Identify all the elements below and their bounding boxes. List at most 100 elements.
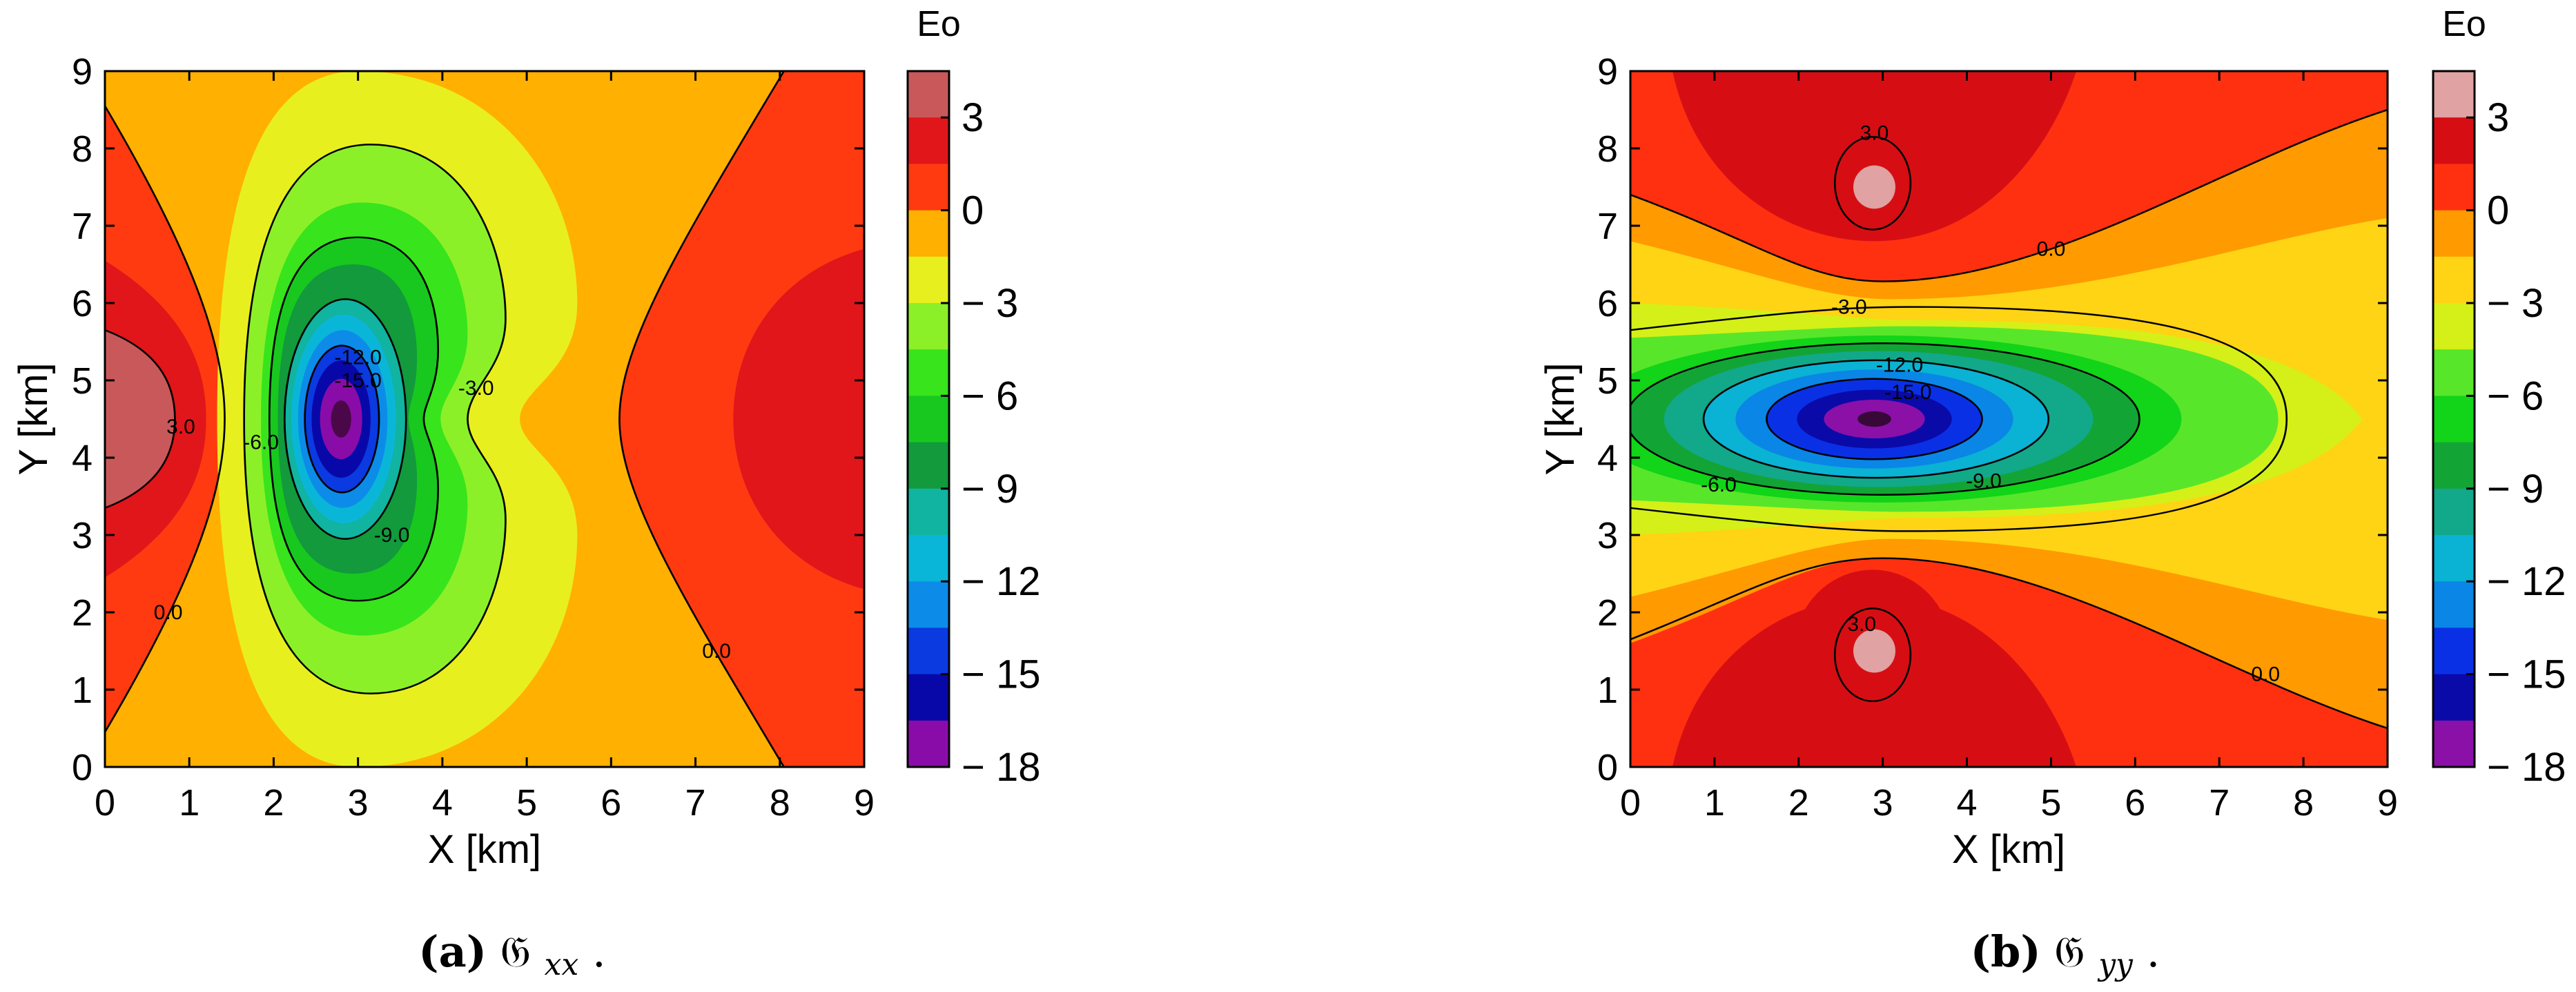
colorbar-swatch: [2433, 256, 2475, 304]
caption-a-tag: (a): [418, 926, 487, 977]
colorbar-tick-label: 3: [2487, 95, 2509, 140]
contour-label: 0.0: [702, 640, 731, 663]
y-tick-label: 5: [1597, 360, 1618, 402]
x-tick-label: 9: [2377, 782, 2398, 824]
contour-label: -6.0: [1701, 474, 1737, 496]
colorbar-frame: [2432, 70, 2476, 768]
x-tick-label: 0: [1620, 782, 1641, 824]
colorbar-tick-label: 0: [2487, 188, 2509, 233]
contour-label: 3.0: [166, 416, 195, 438]
contour-label: -3.0: [458, 377, 494, 400]
y-tick-label: 3: [72, 515, 92, 556]
x-tick-label: 3: [1873, 782, 1893, 824]
colorbar-tick-label: − 3: [962, 281, 1018, 326]
y-tick-label: 4: [1597, 438, 1618, 479]
caption-a-sub: xx: [545, 947, 579, 982]
x-tick-label: 7: [685, 782, 706, 824]
y-tick-label: 5: [72, 360, 92, 402]
contour-label: -15.0: [1884, 381, 1931, 404]
colorbar-tick-label: − 18: [2487, 745, 2566, 790]
colorbar-frame: [906, 70, 950, 768]
x-tick-label: 1: [179, 782, 199, 824]
caption-a-end: .: [592, 926, 606, 977]
colorbar-swatch: [2433, 164, 2475, 211]
colorbar-title-a: Eo: [917, 4, 961, 44]
x-tick-label: 5: [2040, 782, 2061, 824]
caption-b-end: .: [2147, 926, 2160, 977]
y-tick-label: 3: [1597, 515, 1618, 556]
colorbar-tick-label: − 3: [2487, 281, 2544, 326]
x-axis-label-a: X [km]: [428, 827, 541, 872]
x-tick-label: 1: [1704, 782, 1725, 824]
caption-a: (a) 𝔊 xx .: [418, 926, 605, 985]
y-tick-label: 8: [1597, 128, 1618, 170]
colorbar-swatch: [908, 71, 949, 118]
y-tick-label: 1: [72, 670, 92, 711]
colorbar-title-b: Eo: [2442, 4, 2486, 44]
colorbar-swatch: [2433, 581, 2475, 628]
x-tick-label: 6: [2125, 782, 2145, 824]
contour-label: -3.0: [1831, 296, 1867, 319]
y-tick-label: 2: [1597, 592, 1618, 634]
colorbar-swatch: [2433, 210, 2475, 257]
x-tick-label: 4: [1957, 782, 1978, 824]
caption-b: (b) 𝔊 yy .: [1971, 926, 2160, 985]
colorbar-tick-label: 0: [962, 188, 984, 233]
caption-b-tag: (b): [1971, 926, 2041, 977]
x-tick-label: 9: [854, 782, 875, 824]
colorbar-swatch: [2433, 535, 2475, 582]
colorbar-swatch: [908, 303, 949, 350]
colorbar-swatch: [2433, 628, 2475, 675]
colorbar-swatch: [908, 256, 949, 304]
colorbar-tick-label: − 15: [2487, 652, 2566, 697]
colorbar-tick-label: 3: [962, 95, 984, 140]
colorbar-swatch: [908, 117, 949, 164]
colorbar-swatch: [908, 720, 949, 768]
plot-frame-b: [1629, 70, 2389, 768]
contour-field-b: 3.0 3.0 0.0 0.0 -3.0 -6.0 -9.0 -12.0 -15.0: [1630, 71, 2388, 767]
colorbar-tick-label: − 6: [962, 373, 1018, 418]
colorbar-tick-label: − 12: [2487, 559, 2566, 604]
colorbar-swatch: [2433, 117, 2475, 164]
y-tick-label: 6: [1597, 283, 1618, 324]
colorbar-swatch: [908, 164, 949, 211]
colorbar-swatch: [2433, 488, 2475, 536]
colorbar-tick-label: − 6: [2487, 373, 2544, 418]
contour-label: 3.0: [1860, 122, 1889, 145]
y-axis-label-b: Y [km]: [1538, 362, 1583, 475]
contour-label: -12.0: [1876, 354, 1923, 377]
colorbar-tick-label: − 9: [2487, 467, 2544, 512]
contour-label: -9.0: [1966, 470, 2002, 493]
plot-frame-a: [104, 70, 866, 768]
y-tick-label: 1: [1597, 670, 1618, 711]
colorbar-swatch: [2433, 396, 2475, 443]
x-tick-label: 8: [2293, 782, 2314, 824]
colorbar-swatch: [908, 442, 949, 489]
contour-label: 0.0: [2037, 238, 2066, 261]
y-tick-label: 7: [1597, 206, 1618, 247]
x-tick-label: 2: [1788, 782, 1809, 824]
colorbar-tick-label: − 15: [962, 652, 1041, 697]
y-tick-label: 0: [72, 747, 92, 788]
x-tick-label: 5: [516, 782, 537, 824]
colorbar-tick-label: − 12: [962, 559, 1041, 604]
y-tick-label: 6: [72, 283, 92, 324]
contour-label: -12.0: [334, 346, 381, 369]
contour-label: 3.0: [1847, 613, 1876, 636]
x-tick-label: 2: [263, 782, 284, 824]
y-tick-label: 0: [1597, 747, 1618, 788]
contour-label: 0.0: [154, 601, 183, 624]
colorbar-swatch: [908, 210, 949, 257]
y-tick-label: 9: [1597, 51, 1618, 93]
x-tick-label: 4: [432, 782, 453, 824]
x-tick-label: 7: [2209, 782, 2229, 824]
caption-a-symbol: 𝔊: [500, 926, 531, 977]
colorbar-tick-label: − 18: [962, 745, 1041, 790]
colorbar-swatch: [2433, 71, 2475, 118]
y-axis-label-a: Y [km]: [11, 362, 56, 475]
contour-label: -6.0: [243, 431, 279, 454]
colorbar-swatch: [908, 581, 949, 628]
